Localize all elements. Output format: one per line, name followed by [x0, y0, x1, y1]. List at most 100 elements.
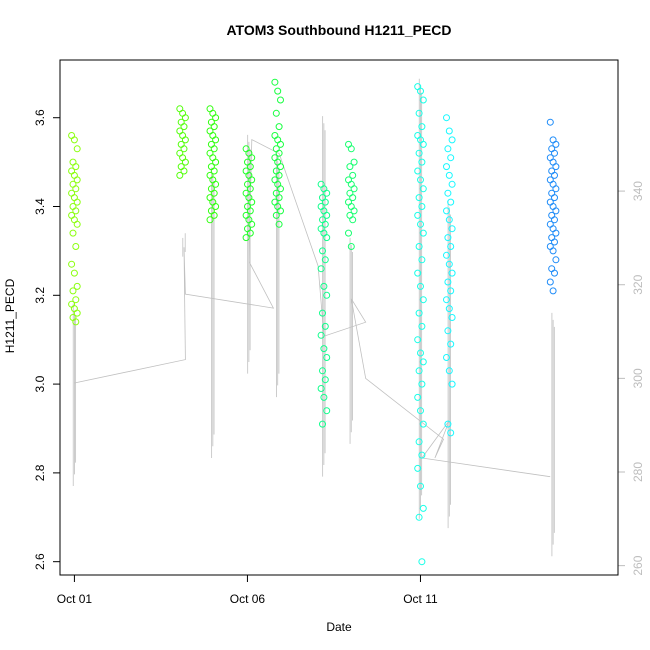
data-point: [551, 216, 558, 224]
data-point: [320, 393, 328, 401]
y-axis-label: H1211_PECD: [3, 278, 17, 353]
data-point: [277, 96, 284, 104]
data-point: [552, 229, 560, 237]
point-series-layer: [68, 78, 560, 566]
data-point: [419, 504, 427, 512]
data-point: [551, 238, 558, 246]
data-point: [415, 243, 423, 250]
x-tick-label: Oct 01: [57, 592, 93, 606]
data-point: [444, 234, 452, 242]
data-point: [444, 420, 452, 428]
data-point: [323, 234, 331, 242]
data-point: [447, 340, 455, 348]
y-right-tick-label: 340: [631, 181, 645, 201]
data-point: [181, 136, 189, 144]
data-point: [445, 171, 453, 179]
data-point: [212, 203, 220, 210]
data-point: [418, 203, 426, 210]
data-point: [319, 309, 326, 317]
data-point: [248, 154, 256, 162]
data-point: [212, 114, 220, 122]
data-point: [551, 149, 558, 157]
data-point: [73, 309, 81, 317]
data-point: [321, 376, 329, 384]
data-point: [443, 251, 450, 259]
data-point: [549, 287, 557, 295]
data-point: [417, 349, 424, 357]
data-point: [551, 269, 558, 277]
plot-frame: [59, 59, 619, 576]
data-point: [72, 243, 80, 250]
data-point: [414, 336, 422, 344]
data-point: [418, 322, 426, 330]
data-point: [350, 207, 358, 215]
data-point: [277, 140, 284, 148]
data-point: [445, 127, 453, 135]
data-point: [418, 558, 426, 566]
data-point: [417, 176, 424, 184]
data-point: [69, 287, 77, 295]
data-point: [73, 198, 81, 206]
data-point: [443, 354, 450, 361]
data-point: [206, 216, 214, 224]
data-point: [418, 123, 426, 131]
data-point: [347, 243, 355, 250]
data-point: [415, 149, 423, 157]
data-point: [418, 380, 426, 388]
data-point: [319, 367, 326, 375]
line-series-layer: [72, 78, 555, 557]
data-point: [212, 158, 220, 166]
data-point: [419, 296, 427, 304]
data-point: [275, 220, 283, 228]
data-point: [551, 171, 558, 179]
data-point: [349, 194, 357, 202]
data-point: [242, 234, 250, 242]
data-point: [444, 189, 452, 197]
data-point: [180, 123, 188, 131]
y-left-tick-label: 3.0: [33, 375, 47, 392]
data-point: [415, 367, 423, 375]
data-point: [447, 243, 455, 250]
data-point: [347, 145, 355, 153]
data-point: [180, 167, 188, 175]
data-point: [181, 158, 189, 166]
data-point: [321, 198, 329, 206]
data-point: [415, 309, 423, 317]
data-point: [248, 220, 256, 228]
data-point: [323, 291, 331, 299]
data-point: [552, 256, 560, 264]
data-point: [321, 256, 329, 264]
data-point: [70, 136, 78, 144]
data-point: [350, 185, 358, 193]
data-point: [447, 287, 455, 295]
data-point: [73, 282, 81, 290]
data-point: [275, 194, 283, 202]
y-left-tick-label: 2.8: [33, 464, 47, 481]
data-point: [277, 163, 284, 171]
data-point: [246, 207, 254, 215]
data-point: [323, 354, 331, 361]
data-point: [246, 163, 254, 171]
data-point: [444, 145, 452, 153]
data-point: [447, 429, 455, 437]
data-point: [210, 145, 218, 153]
data-point: [210, 123, 218, 131]
data-point: [419, 185, 427, 193]
data-point: [323, 407, 331, 415]
line-trend: [74, 138, 551, 478]
data-point: [445, 305, 453, 313]
data-point: [275, 149, 283, 157]
y-left-tick-label: 3.2: [33, 287, 47, 304]
data-point: [248, 198, 256, 206]
x-axis-label: Date: [326, 620, 352, 634]
data-point: [181, 114, 189, 122]
data-point: [350, 158, 358, 166]
y-left-tick-label: 3.6: [33, 109, 47, 126]
data-point: [180, 145, 188, 153]
data-point: [552, 140, 560, 148]
data-point: [546, 278, 554, 286]
data-point: [447, 198, 455, 206]
data-point: [551, 194, 558, 202]
data-point: [317, 385, 325, 392]
data-point: [349, 171, 357, 179]
